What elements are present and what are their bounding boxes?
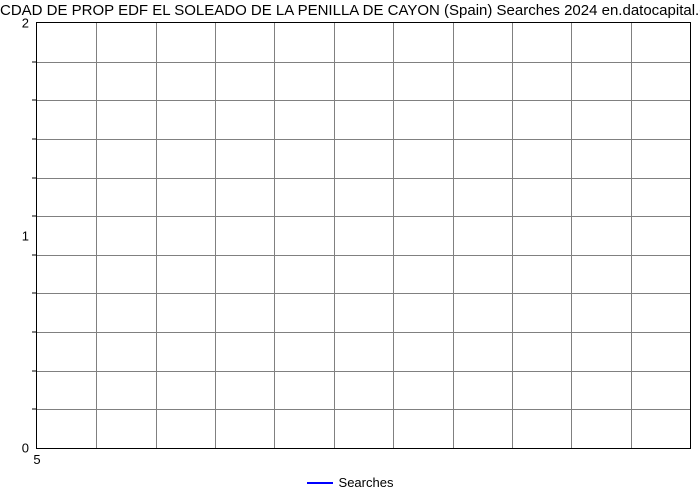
gridline-vertical [453, 23, 454, 448]
y-minor-tick [32, 409, 37, 410]
legend: Searches [0, 475, 700, 490]
gridline-horizontal [37, 371, 690, 372]
gridlines [37, 23, 690, 448]
gridline-vertical [96, 23, 97, 448]
x-tick-label: 5 [33, 452, 40, 467]
y-minor-tick [32, 254, 37, 255]
y-tick-label: 0 [22, 441, 29, 456]
legend-swatch-searches [307, 482, 333, 484]
gridline-horizontal [37, 216, 690, 217]
gridline-vertical [334, 23, 335, 448]
gridline-horizontal [37, 100, 690, 101]
gridline-vertical [156, 23, 157, 448]
gridline-horizontal [37, 255, 690, 256]
gridline-vertical [512, 23, 513, 448]
chart-title: CDAD DE PROP EDF EL SOLEADO DE LA PENILL… [0, 2, 700, 19]
gridline-horizontal [37, 409, 690, 410]
gridline-vertical [215, 23, 216, 448]
gridline-horizontal [37, 178, 690, 179]
gridline-vertical [393, 23, 394, 448]
y-minor-tick [32, 177, 37, 178]
chart-container: CDAD DE PROP EDF EL SOLEADO DE LA PENILL… [0, 0, 700, 500]
y-tick-label: 1 [22, 228, 29, 243]
y-minor-tick [32, 332, 37, 333]
gridline-vertical [631, 23, 632, 448]
gridline-vertical [274, 23, 275, 448]
gridline-horizontal [37, 332, 690, 333]
y-minor-tick [32, 61, 37, 62]
gridline-horizontal [37, 62, 690, 63]
y-minor-tick [32, 370, 37, 371]
y-minor-tick [32, 216, 37, 217]
gridline-horizontal [37, 139, 690, 140]
y-minor-tick [32, 293, 37, 294]
legend-label-searches: Searches [339, 475, 394, 490]
gridline-vertical [571, 23, 572, 448]
y-minor-tick [32, 100, 37, 101]
gridline-horizontal [37, 293, 690, 294]
y-tick-label: 2 [22, 16, 29, 31]
plot-area: 0125 [36, 22, 691, 449]
y-minor-tick [32, 138, 37, 139]
